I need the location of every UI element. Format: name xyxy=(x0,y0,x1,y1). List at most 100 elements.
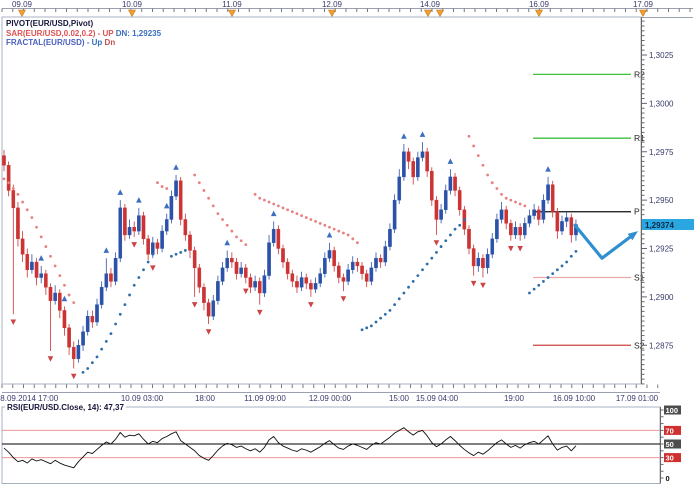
candle-body xyxy=(202,287,206,303)
sar-dot xyxy=(490,181,494,185)
candle-body xyxy=(230,257,234,263)
legend-fractal[interactable]: FRACTAL(EUR/USD) - Up Dn xyxy=(6,38,161,48)
rsi-scale-label: 0 xyxy=(666,474,670,483)
top-date-label: 10.09 xyxy=(122,0,143,9)
sar-dot xyxy=(318,221,322,225)
candle-body xyxy=(6,165,11,191)
candle-body xyxy=(155,242,160,249)
sar-dot xyxy=(30,216,34,219)
candle-body xyxy=(53,292,57,301)
sar-dot xyxy=(132,283,136,287)
candle-body xyxy=(188,234,192,251)
rsi-indicator-label[interactable]: RSI(EUR/USD.Close, 14): 47,37 xyxy=(5,403,126,412)
legend-pivot[interactable]: PIVOT(EUR/USD,Pivot) xyxy=(6,19,161,29)
candle-body xyxy=(560,221,564,232)
trend-arrow-annotation[interactable] xyxy=(573,223,638,260)
sar-dot xyxy=(39,235,43,239)
sar-dot xyxy=(472,144,476,148)
candle-body xyxy=(11,190,16,209)
sar-dot xyxy=(137,276,141,279)
sar-dot xyxy=(95,355,99,359)
candle-body xyxy=(146,238,150,255)
sar-dot xyxy=(7,181,11,185)
top-date-label: 09.09 xyxy=(12,0,33,9)
sar-dot xyxy=(397,297,401,301)
price-tick-label: 1,3025 xyxy=(649,51,674,60)
time-label: 18:00 xyxy=(195,394,216,403)
sar-dot xyxy=(44,245,48,248)
sar-dot xyxy=(151,252,155,256)
sar-dot xyxy=(118,312,122,316)
rsi-plot-area[interactable] xyxy=(1,406,661,484)
sar-dot xyxy=(458,223,462,227)
candle-body xyxy=(62,310,67,329)
sar-dot xyxy=(244,243,248,247)
sar-dot xyxy=(323,223,327,227)
candle-body xyxy=(169,196,174,220)
sar-dot xyxy=(565,260,569,264)
time-label: 17.09 01:00 xyxy=(616,394,659,403)
fractal-up-icon xyxy=(163,202,170,209)
sar-dot xyxy=(574,250,578,253)
candle-body xyxy=(150,242,155,255)
candle-body xyxy=(397,176,402,201)
time-label: 19:00 xyxy=(504,394,525,403)
sar-dot xyxy=(342,231,345,235)
candle-body xyxy=(81,331,85,346)
candle-body xyxy=(95,304,99,323)
current-price-value: 1,29374 xyxy=(645,221,674,230)
candle-body xyxy=(304,277,309,284)
sar-dot xyxy=(272,202,276,206)
fractal-up-icon xyxy=(38,255,44,261)
candle-body xyxy=(564,217,569,222)
fractal-up-icon xyxy=(173,164,179,170)
candle-body xyxy=(523,223,527,236)
sar-dot xyxy=(165,187,169,190)
sar-dot xyxy=(304,216,308,219)
sar-dot xyxy=(449,233,452,237)
pivot-label-s2: S2 xyxy=(634,340,645,350)
session-marker-icon xyxy=(638,9,648,18)
sar-dot xyxy=(58,274,62,277)
candle-body xyxy=(262,275,267,294)
rsi-scale-tag xyxy=(664,453,681,463)
candle-body xyxy=(337,265,341,278)
candle-body xyxy=(420,151,425,158)
sar-dot xyxy=(72,301,76,305)
candle-body xyxy=(364,273,369,282)
candlestick-series xyxy=(2,142,578,369)
fractal-down-icon xyxy=(508,246,514,252)
time-label: 11.09 09:00 xyxy=(244,394,286,403)
sar-dot xyxy=(383,312,387,316)
fractal-down-icon xyxy=(480,282,486,289)
top-date-label: 14.09 xyxy=(420,0,441,9)
sar-dot xyxy=(207,196,211,200)
time-label: 16.09 10:00 xyxy=(553,394,596,403)
main-plot-area[interactable] xyxy=(1,16,642,385)
price-tick-label: 1,2875 xyxy=(649,341,674,350)
rsi-scale-tag xyxy=(664,439,681,449)
candle-body xyxy=(211,300,216,317)
fractal-up-icon xyxy=(447,158,454,164)
sar-dot xyxy=(393,303,396,307)
sar-dot xyxy=(467,134,471,138)
pivot-label-p: P xyxy=(634,207,640,217)
legend-sar-label: SAR(EUR/USD,0.02,0.2) - xyxy=(6,28,101,38)
sar-dot xyxy=(509,198,513,202)
sar-dot xyxy=(481,163,485,167)
legend-sar[interactable]: SAR(EUR/USD,0.02,0.2) - UP DN: 1,29235 xyxy=(6,29,161,39)
sar-dot xyxy=(160,185,164,188)
time-label: 10.09 03:00 xyxy=(121,394,164,403)
sar-dot xyxy=(551,272,555,276)
candle-body xyxy=(518,227,522,236)
legend-fractal-up: Up xyxy=(91,38,103,47)
candle-body xyxy=(313,283,318,290)
fractal-up-icon xyxy=(419,131,426,137)
candle-body xyxy=(290,273,295,282)
legend-pivot-label: PIVOT(EUR/USD,Pivot) xyxy=(6,19,94,28)
price-axis: 1,3025 1,3000 1,2975 1,2950 1,2925 1,2900 1,28… xyxy=(641,17,674,385)
candle-body xyxy=(476,257,481,267)
candle-body xyxy=(406,151,411,162)
